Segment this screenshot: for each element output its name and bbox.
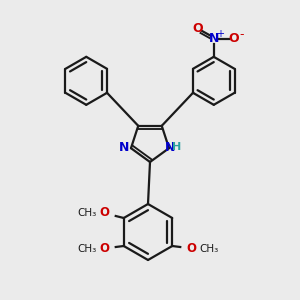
Text: N: N [208, 32, 219, 45]
Text: CH₃: CH₃ [77, 208, 97, 218]
Text: +: + [216, 29, 224, 39]
Text: N: N [119, 141, 129, 154]
Text: O: O [192, 22, 203, 35]
Text: H: H [172, 142, 182, 152]
Text: N: N [165, 141, 175, 154]
Text: O: O [100, 206, 110, 220]
Text: CH₃: CH₃ [77, 244, 97, 254]
Text: O: O [228, 32, 239, 45]
Text: CH₃: CH₃ [199, 244, 218, 254]
Text: O: O [186, 242, 196, 256]
Text: O: O [100, 242, 110, 256]
Text: -: - [239, 28, 244, 41]
